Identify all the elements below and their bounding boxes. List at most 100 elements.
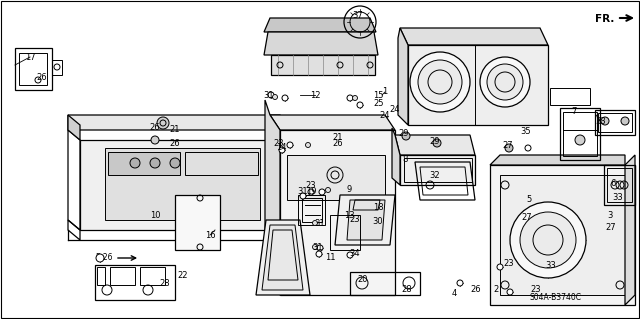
Text: 29: 29 [399,130,409,138]
Circle shape [157,117,169,129]
Text: 25: 25 [374,99,384,108]
Text: 23: 23 [349,216,360,225]
Text: 31: 31 [298,188,308,197]
Text: 30: 30 [372,218,383,226]
Circle shape [282,95,288,101]
Circle shape [305,143,310,147]
Polygon shape [68,115,80,140]
Circle shape [505,144,513,152]
Circle shape [130,158,140,168]
Text: 8: 8 [403,155,408,165]
Circle shape [347,252,353,258]
Circle shape [287,142,293,148]
Text: 33: 33 [546,261,556,270]
Circle shape [575,135,585,145]
Text: S04A-B3740C: S04A-B3740C [529,293,581,301]
Text: 24: 24 [390,106,400,115]
Polygon shape [68,115,295,130]
Circle shape [319,189,325,195]
Text: 4: 4 [451,290,456,299]
Text: 35: 35 [521,128,531,137]
Text: 22: 22 [178,271,188,279]
Circle shape [273,94,278,100]
Circle shape [312,220,317,226]
Text: 10: 10 [150,211,160,219]
Polygon shape [295,118,308,230]
Text: 31: 31 [264,91,275,100]
Text: 34: 34 [349,249,360,258]
Circle shape [308,189,314,195]
Polygon shape [271,55,375,75]
Polygon shape [408,45,548,125]
Text: 32: 32 [429,170,440,180]
Text: 23: 23 [306,181,316,189]
Circle shape [347,95,353,101]
Text: 27: 27 [522,213,532,222]
Text: 5: 5 [526,195,532,204]
Polygon shape [265,100,280,295]
Polygon shape [175,195,220,250]
Polygon shape [347,200,385,240]
Circle shape [510,202,586,278]
Polygon shape [262,225,303,290]
Circle shape [418,60,462,104]
Text: 37: 37 [353,11,364,19]
Circle shape [507,289,513,295]
Circle shape [520,212,576,268]
Polygon shape [264,18,376,32]
Text: 26: 26 [470,285,481,293]
Text: 17: 17 [25,53,35,62]
Polygon shape [400,28,548,45]
Polygon shape [625,155,635,305]
Text: 31: 31 [315,219,325,227]
Text: 7: 7 [572,108,577,116]
Polygon shape [395,135,475,155]
Circle shape [480,57,530,107]
Circle shape [96,254,104,262]
Polygon shape [264,32,378,55]
Text: 18: 18 [372,203,383,211]
Text: 1: 1 [382,87,388,97]
Text: 26: 26 [170,138,180,147]
Text: 24: 24 [380,112,390,121]
Polygon shape [392,128,400,185]
Polygon shape [398,28,408,125]
Text: 31: 31 [313,242,323,251]
Circle shape [317,245,323,251]
Text: 33: 33 [596,117,606,127]
Text: 27: 27 [502,142,513,151]
Circle shape [433,139,441,147]
Circle shape [151,136,159,144]
Text: 19: 19 [306,188,316,197]
Text: 26: 26 [36,73,47,83]
Circle shape [621,117,629,125]
Circle shape [279,147,285,153]
Circle shape [357,102,363,108]
Text: 28: 28 [402,285,412,293]
Text: 12: 12 [310,91,320,100]
Text: 26: 26 [150,122,160,131]
Text: 20: 20 [358,276,368,285]
Text: B-26: B-26 [95,254,113,263]
Text: 29: 29 [429,137,440,145]
Polygon shape [80,140,295,230]
Polygon shape [335,195,395,245]
Text: 9: 9 [346,186,351,195]
Text: FR.: FR. [595,14,614,24]
Text: 13: 13 [344,211,355,219]
Polygon shape [270,115,395,130]
Text: 21: 21 [333,132,343,142]
Text: 33: 33 [612,192,623,202]
Text: 23: 23 [531,285,541,293]
Text: 3: 3 [607,211,612,219]
Circle shape [150,158,160,168]
Polygon shape [256,220,310,295]
Circle shape [497,264,503,270]
Circle shape [268,92,274,98]
Polygon shape [400,155,475,185]
Text: 6: 6 [611,179,616,188]
Circle shape [300,193,306,199]
Polygon shape [500,175,625,295]
Circle shape [402,132,410,140]
Polygon shape [105,148,260,220]
